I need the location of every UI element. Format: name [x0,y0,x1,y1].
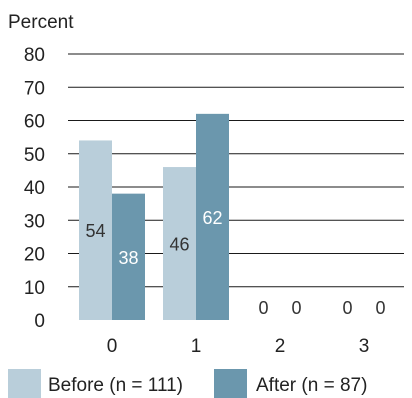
y-tick-label: 30 [24,211,45,232]
bar [163,167,196,320]
y-tick-label: 0 [34,311,45,332]
data-label: 38 [118,248,138,268]
data-label: 62 [202,208,222,228]
y-tick-label: 10 [24,278,45,299]
legend-swatch [214,369,247,398]
y-tick-label: 50 [24,145,45,166]
x-tick-label: 3 [359,336,370,357]
y-axis-ticks: 0 10 20 30 40 50 60 70 80 [24,45,45,332]
legend-swatch [8,369,41,398]
data-label: 0 [342,298,352,318]
legend-label: After (n = 87) [256,375,367,396]
legend-label: Before (n = 111) [48,375,183,396]
bars: 54 38 46 62 0 0 0 0 [79,113,386,320]
y-tick-label: 60 [24,112,45,133]
y-tick-label: 80 [24,45,45,66]
x-tick-label: 0 [107,336,118,357]
data-label: 0 [258,298,268,318]
x-tick-label: 2 [275,336,286,357]
x-axis-ticks: 0 1 2 3 [107,336,370,357]
bar [196,113,229,320]
data-label: 0 [375,298,385,318]
bar [112,193,145,320]
data-label: 0 [291,298,301,318]
y-tick-label: 70 [24,78,45,99]
y-tick-label: 20 [24,245,45,266]
y-tick-label: 40 [24,178,45,199]
legend: Before (n = 111) After (n = 87) [8,369,367,398]
bar [79,140,112,320]
data-label: 46 [169,235,189,255]
x-tick-label: 1 [191,336,202,357]
y-axis-title: Percent [8,12,74,33]
data-label: 54 [85,221,105,241]
